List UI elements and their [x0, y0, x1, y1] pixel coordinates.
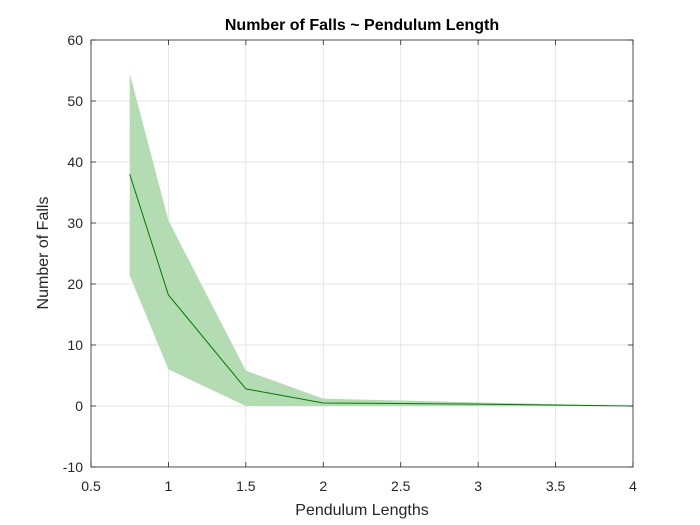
y-ticks: -10 0 10 20 30 40 50 60: [63, 32, 633, 475]
x-tick-label: 3.5: [546, 478, 566, 494]
y-axis-label: Number of Falls: [35, 197, 52, 310]
y-tick-label: 50: [67, 93, 83, 109]
y-tick-label: 20: [67, 276, 83, 292]
x-ticks: 0.5 1 1.5 2 2.5 3 3.5 4: [81, 40, 637, 494]
x-tick-label: 4: [629, 478, 637, 494]
x-tick-label: 2.5: [391, 478, 411, 494]
y-tick-label: 40: [67, 154, 83, 170]
chart-title: Number of Falls ~ Pendulum Length: [225, 17, 499, 34]
y-tick-label: 60: [67, 32, 83, 48]
x-tick-label: 1.5: [236, 478, 256, 494]
x-tick-label: 2: [319, 478, 327, 494]
y-tick-label: 0: [75, 398, 83, 414]
range-band: [129, 73, 633, 407]
plot-frame: [90, 39, 634, 468]
x-tick-label: 1: [165, 478, 173, 494]
x-axis-label: Pendulum Lengths: [295, 502, 428, 519]
x-tick-label: 3: [474, 478, 482, 494]
y-tick-label: -10: [63, 459, 83, 475]
series-line: [129, 174, 634, 407]
y-tick-label: 10: [67, 337, 83, 353]
x-tick-label: 0.5: [81, 478, 101, 494]
y-tick-label: 30: [67, 215, 83, 231]
